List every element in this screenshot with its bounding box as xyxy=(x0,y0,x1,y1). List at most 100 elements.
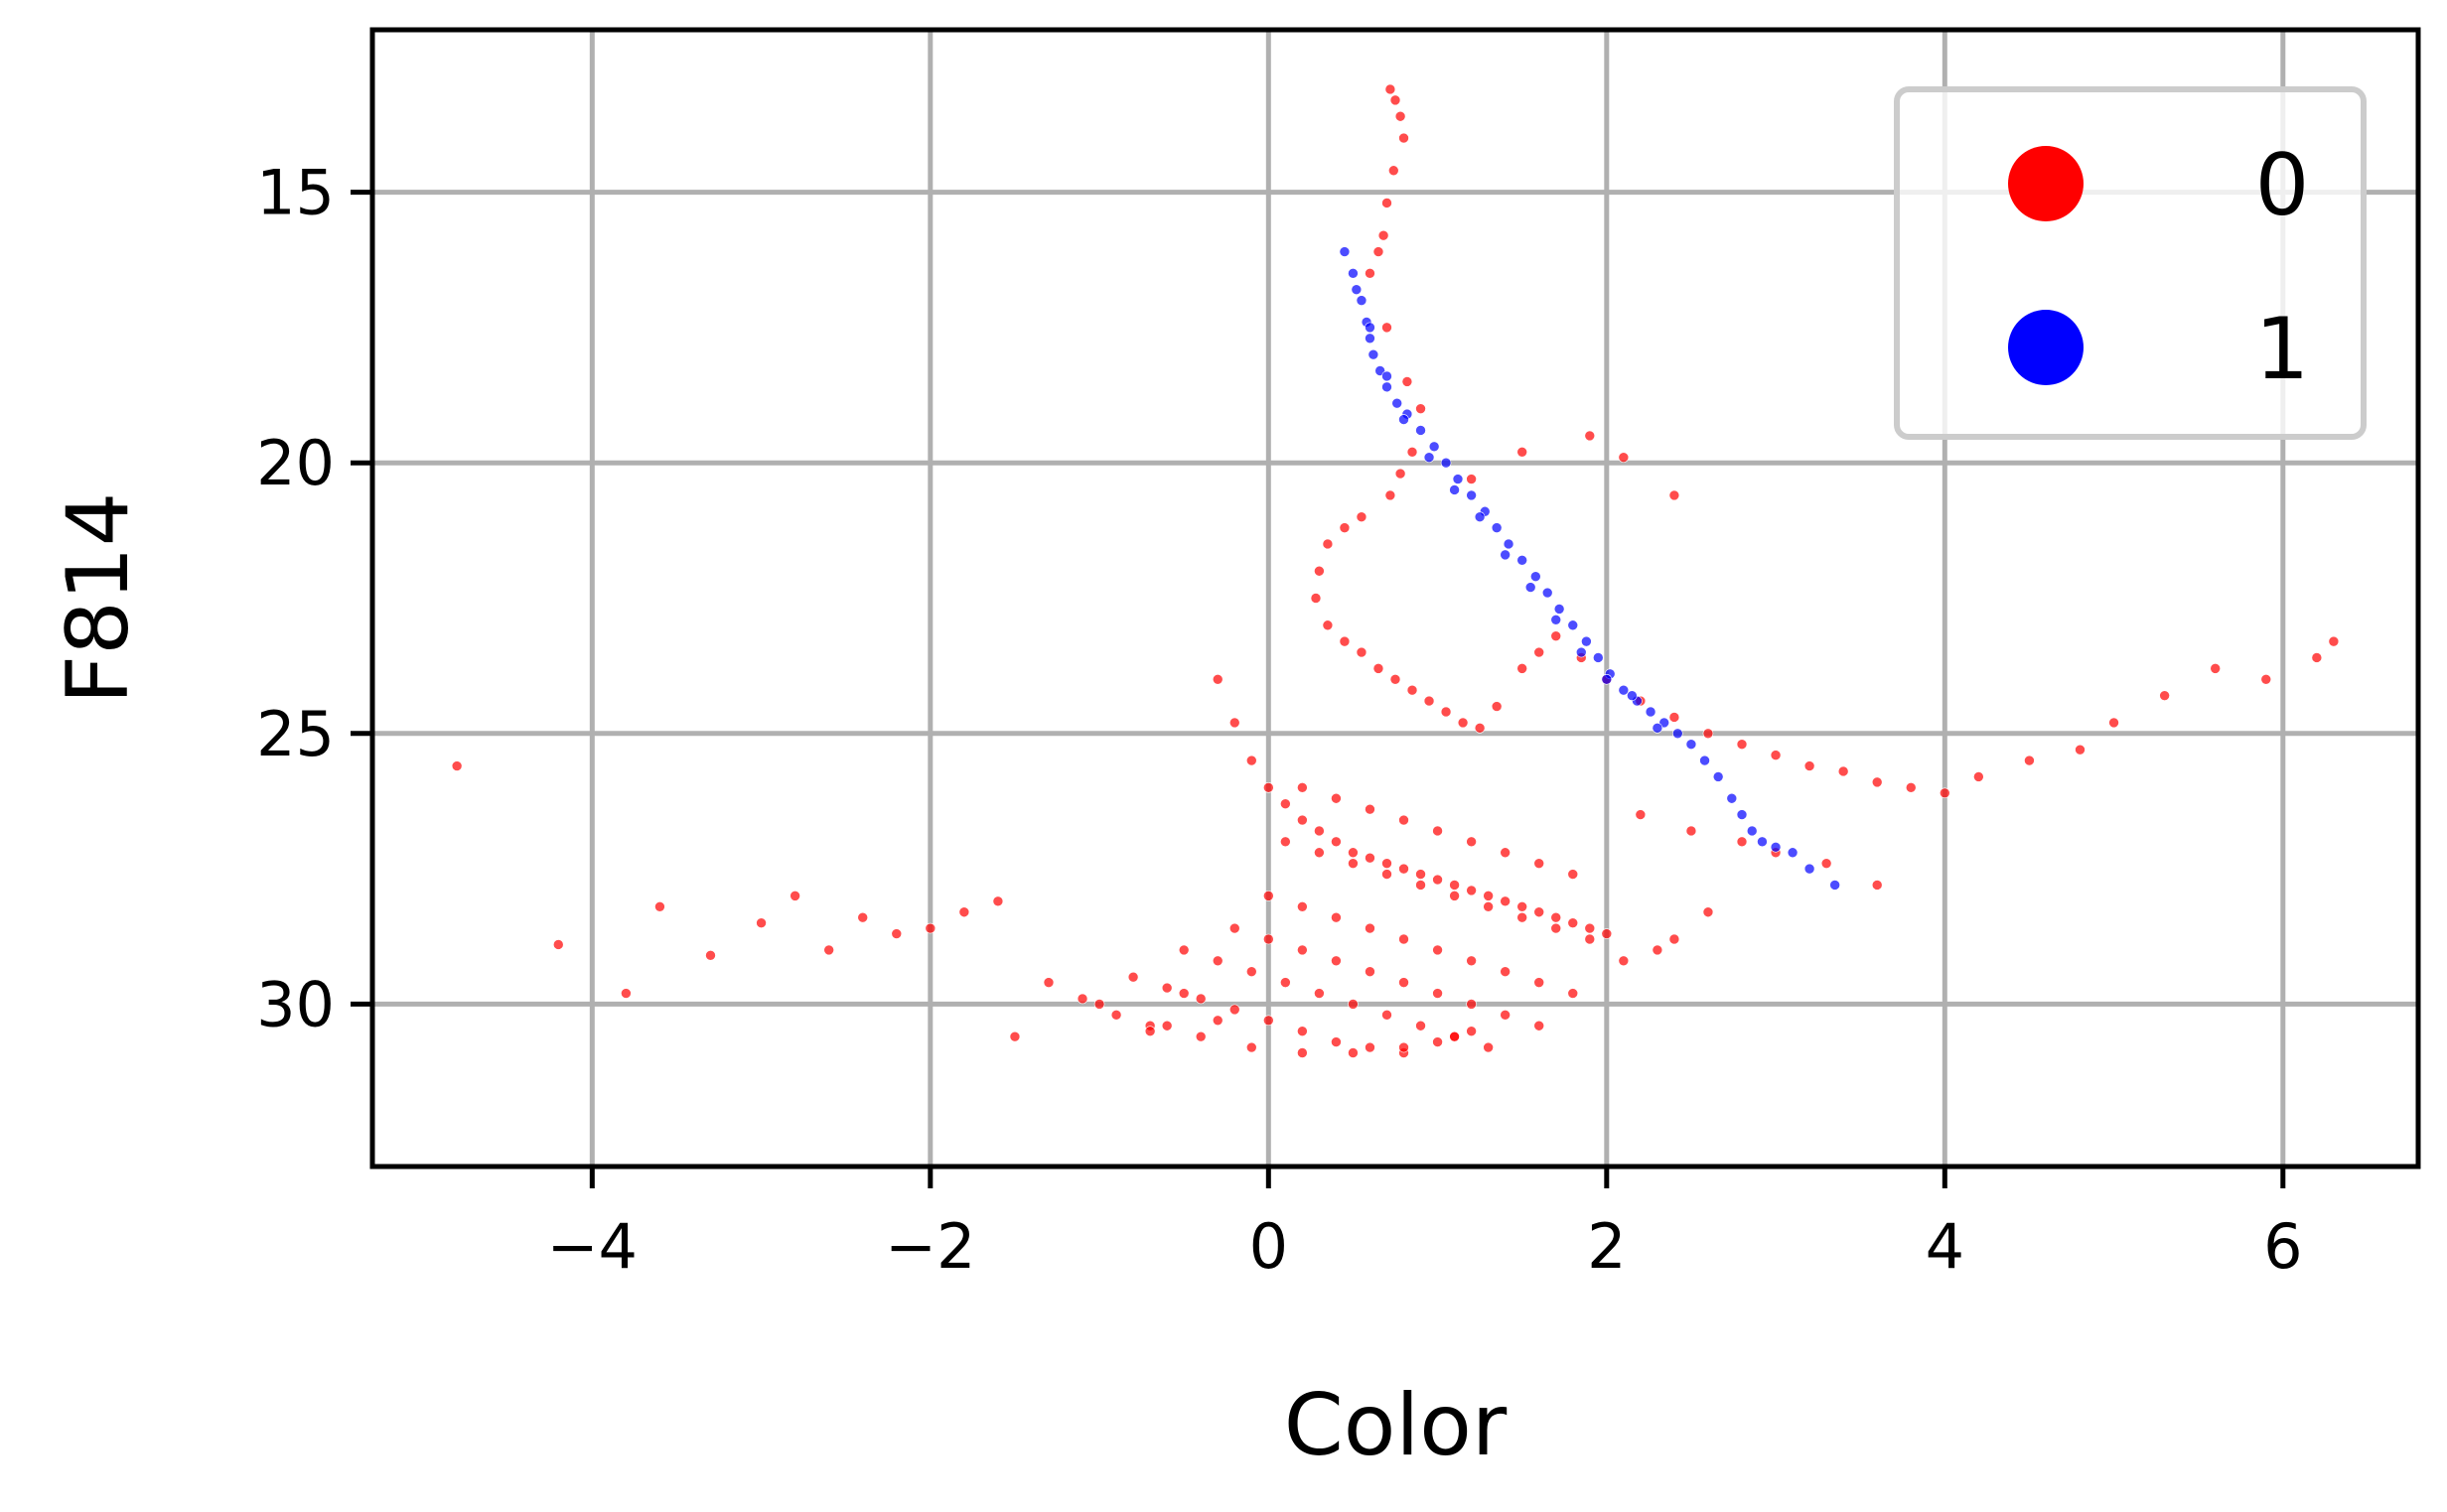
data-point xyxy=(654,900,665,912)
data-point xyxy=(1736,809,1748,820)
data-point xyxy=(1161,982,1173,994)
x-tick-label: 6 xyxy=(2263,1210,2302,1283)
data-point xyxy=(1770,842,1782,853)
data-point xyxy=(1567,917,1579,928)
data-point xyxy=(1581,635,1592,647)
data-point xyxy=(1401,376,1413,387)
x-tick-label: 0 xyxy=(1249,1210,1288,1283)
data-point xyxy=(621,988,632,999)
data-point xyxy=(1398,132,1409,144)
data-point xyxy=(1449,880,1460,891)
data-point xyxy=(1406,446,1418,458)
data-point xyxy=(1322,619,1334,631)
data-point xyxy=(1491,701,1503,712)
data-point xyxy=(1365,1041,1375,1053)
data-point xyxy=(1398,414,1409,425)
data-point xyxy=(1652,723,1663,734)
data-point xyxy=(1314,825,1325,837)
data-point xyxy=(1530,571,1541,582)
data-point xyxy=(1820,858,1832,869)
data-point xyxy=(1584,933,1596,945)
data-point xyxy=(1516,663,1527,674)
legend-label-0: 0 xyxy=(2255,136,2310,235)
data-point xyxy=(1466,885,1477,896)
data-point xyxy=(705,950,716,961)
data-point xyxy=(891,928,903,939)
data-point xyxy=(1228,717,1240,729)
data-point xyxy=(1483,900,1494,912)
data-point xyxy=(1348,858,1359,869)
data-point xyxy=(1009,1031,1021,1042)
data-point xyxy=(1415,880,1426,891)
data-point xyxy=(1297,814,1308,826)
data-point xyxy=(1500,549,1511,561)
data-point xyxy=(1331,1036,1342,1047)
data-point xyxy=(1367,348,1379,360)
data-point xyxy=(1263,1015,1274,1027)
data-point xyxy=(2024,755,2035,766)
data-point xyxy=(1550,911,1562,923)
data-point xyxy=(1394,468,1406,480)
data-point xyxy=(1314,565,1325,577)
data-point xyxy=(1127,971,1139,983)
data-point xyxy=(1432,874,1443,886)
data-point xyxy=(1365,966,1375,978)
data-point xyxy=(1553,604,1565,615)
data-point xyxy=(1263,891,1274,901)
data-point xyxy=(1398,933,1409,945)
data-point xyxy=(1503,538,1514,550)
data-point xyxy=(1672,728,1683,740)
data-point xyxy=(1452,474,1464,484)
data-point xyxy=(1391,397,1403,409)
data-point xyxy=(1365,333,1375,344)
data-point xyxy=(1428,441,1440,453)
data-point xyxy=(1466,999,1477,1010)
data-point xyxy=(857,911,869,923)
data-point xyxy=(1212,955,1224,967)
data-point xyxy=(1348,999,1359,1010)
data-point xyxy=(1389,673,1401,685)
data-point xyxy=(1905,782,1917,793)
x-tick-label: 2 xyxy=(1587,1210,1626,1283)
data-point xyxy=(1331,792,1342,804)
data-point xyxy=(1263,933,1274,945)
data-point xyxy=(823,944,834,956)
data-point xyxy=(1466,836,1477,848)
data-point xyxy=(790,891,800,901)
data-point xyxy=(1043,977,1055,988)
data-point xyxy=(1297,944,1308,956)
series-1 xyxy=(1339,246,1840,891)
data-point xyxy=(1331,911,1342,923)
data-point xyxy=(1228,1004,1240,1016)
data-point xyxy=(1077,993,1088,1005)
data-point xyxy=(1245,755,1257,766)
data-point xyxy=(1245,966,1257,978)
data-point xyxy=(1500,847,1511,859)
data-point xyxy=(1500,966,1511,978)
data-point xyxy=(1384,83,1396,95)
data-point xyxy=(1178,988,1190,999)
data-point xyxy=(1432,1036,1443,1047)
data-point xyxy=(1524,582,1536,593)
data-point xyxy=(1212,673,1224,685)
data-point xyxy=(1280,977,1291,988)
data-point xyxy=(1415,403,1426,414)
x-tick-label: 4 xyxy=(1926,1210,1964,1283)
data-point xyxy=(1592,652,1604,663)
legend-label-1: 1 xyxy=(2255,300,2310,399)
data-point xyxy=(1423,695,1435,707)
data-point xyxy=(1314,847,1325,859)
data-point xyxy=(1432,988,1443,999)
data-point xyxy=(1144,1026,1156,1036)
data-point xyxy=(1384,489,1396,501)
data-point xyxy=(1550,630,1562,641)
data-point xyxy=(1365,922,1375,934)
data-point xyxy=(1533,977,1545,988)
data-point xyxy=(1550,922,1562,934)
data-points xyxy=(451,83,2340,1058)
data-point xyxy=(1195,993,1207,1005)
data-point xyxy=(1871,776,1883,788)
x-tick-label: −4 xyxy=(547,1210,638,1283)
